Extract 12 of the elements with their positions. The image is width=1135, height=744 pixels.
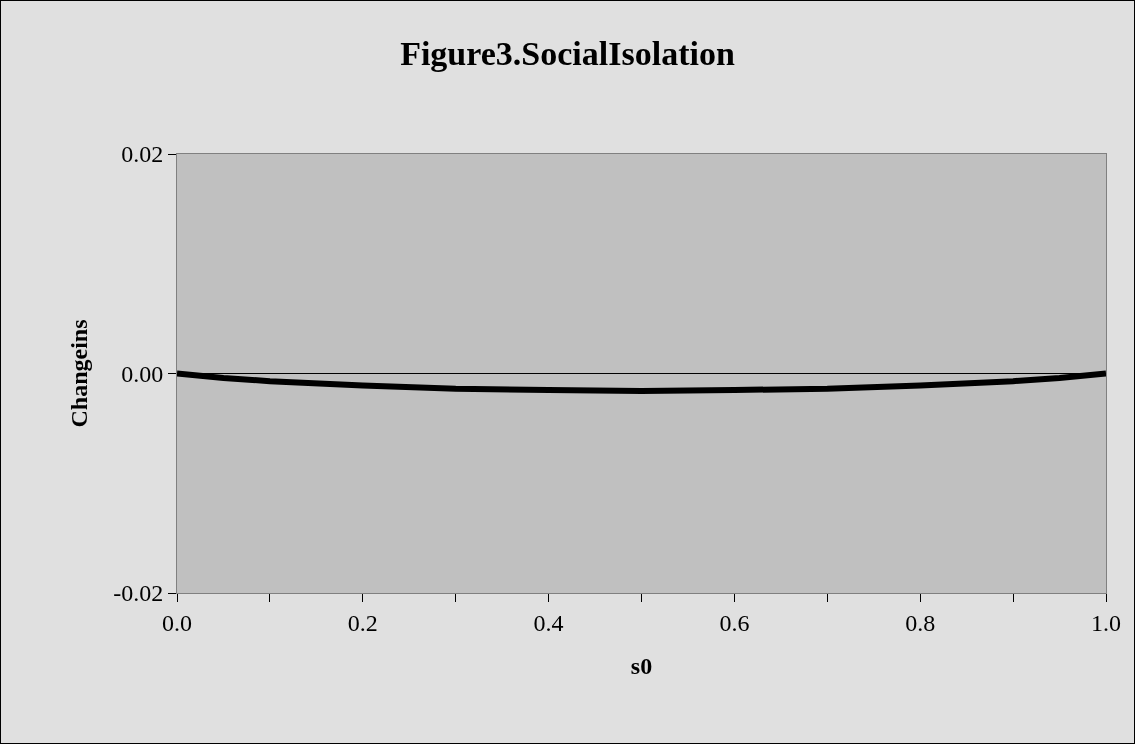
- x-tick-label: 0.4: [533, 609, 564, 636]
- y-tick-label: 0.02: [121, 141, 164, 168]
- x-axis-title: s0: [630, 653, 653, 680]
- x-tick-label: 0.2: [347, 609, 378, 636]
- y-axis-title: Changeins: [66, 319, 93, 428]
- y-tick-label: 0.00: [121, 360, 164, 387]
- chart-title: Figure3.SocialIsolation: [400, 34, 735, 72]
- x-tick-label: 0.6: [719, 609, 750, 636]
- x-tick-label: 0.8: [905, 609, 936, 636]
- x-tick-label: 0.0: [162, 609, 192, 636]
- y-tick-label: -0.02: [113, 580, 164, 607]
- x-tick-label: 1.0: [1091, 609, 1121, 636]
